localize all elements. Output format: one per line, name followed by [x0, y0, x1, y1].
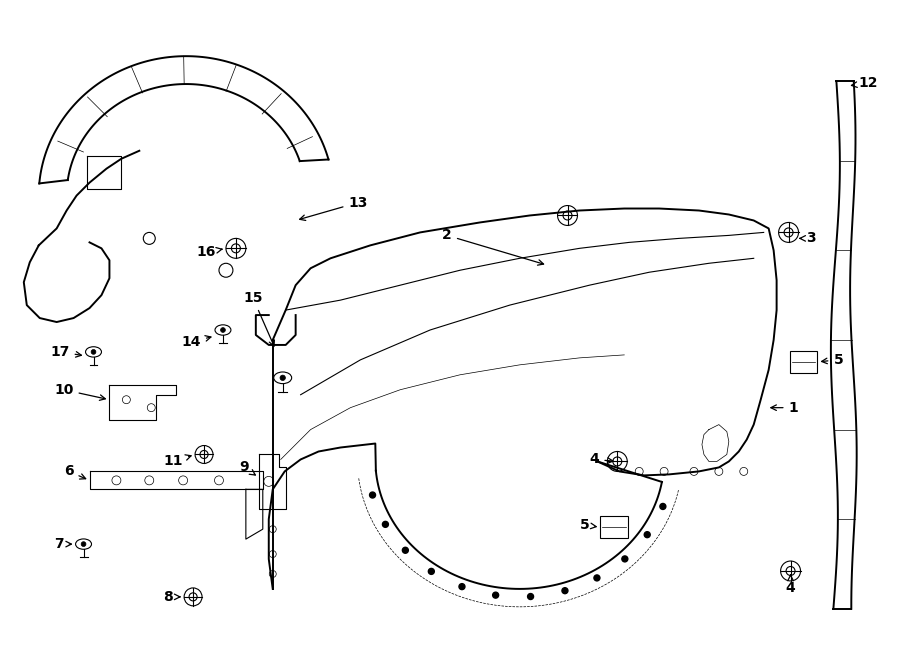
Text: 16: 16: [196, 245, 222, 259]
Text: 8: 8: [164, 590, 180, 604]
Text: 13: 13: [300, 196, 368, 221]
Text: 9: 9: [239, 461, 256, 475]
Circle shape: [402, 547, 409, 553]
Text: 4: 4: [590, 453, 613, 467]
Circle shape: [492, 592, 499, 598]
Circle shape: [562, 588, 568, 594]
Circle shape: [220, 328, 225, 332]
Text: 4: 4: [786, 575, 796, 595]
Circle shape: [91, 350, 96, 354]
Text: 5: 5: [580, 518, 596, 532]
Text: 1: 1: [770, 401, 798, 414]
Circle shape: [644, 531, 650, 537]
Text: 3: 3: [800, 231, 816, 245]
Circle shape: [370, 492, 375, 498]
Circle shape: [660, 504, 666, 510]
Text: 14: 14: [182, 335, 211, 349]
Circle shape: [622, 556, 628, 562]
Text: 5: 5: [822, 353, 843, 367]
Circle shape: [280, 375, 285, 381]
Circle shape: [382, 522, 389, 527]
Circle shape: [594, 575, 600, 581]
Text: 2: 2: [442, 229, 544, 265]
Circle shape: [527, 594, 534, 600]
Text: 15: 15: [243, 291, 274, 346]
Text: 7: 7: [54, 537, 71, 551]
Text: 10: 10: [54, 383, 105, 401]
Text: 17: 17: [50, 345, 81, 359]
Text: 11: 11: [164, 455, 191, 469]
Circle shape: [428, 568, 435, 574]
Text: 12: 12: [851, 76, 878, 90]
Circle shape: [81, 542, 86, 547]
Bar: [789, 351, 817, 373]
Text: 6: 6: [64, 465, 86, 479]
Bar: [600, 516, 628, 538]
Circle shape: [459, 584, 465, 590]
